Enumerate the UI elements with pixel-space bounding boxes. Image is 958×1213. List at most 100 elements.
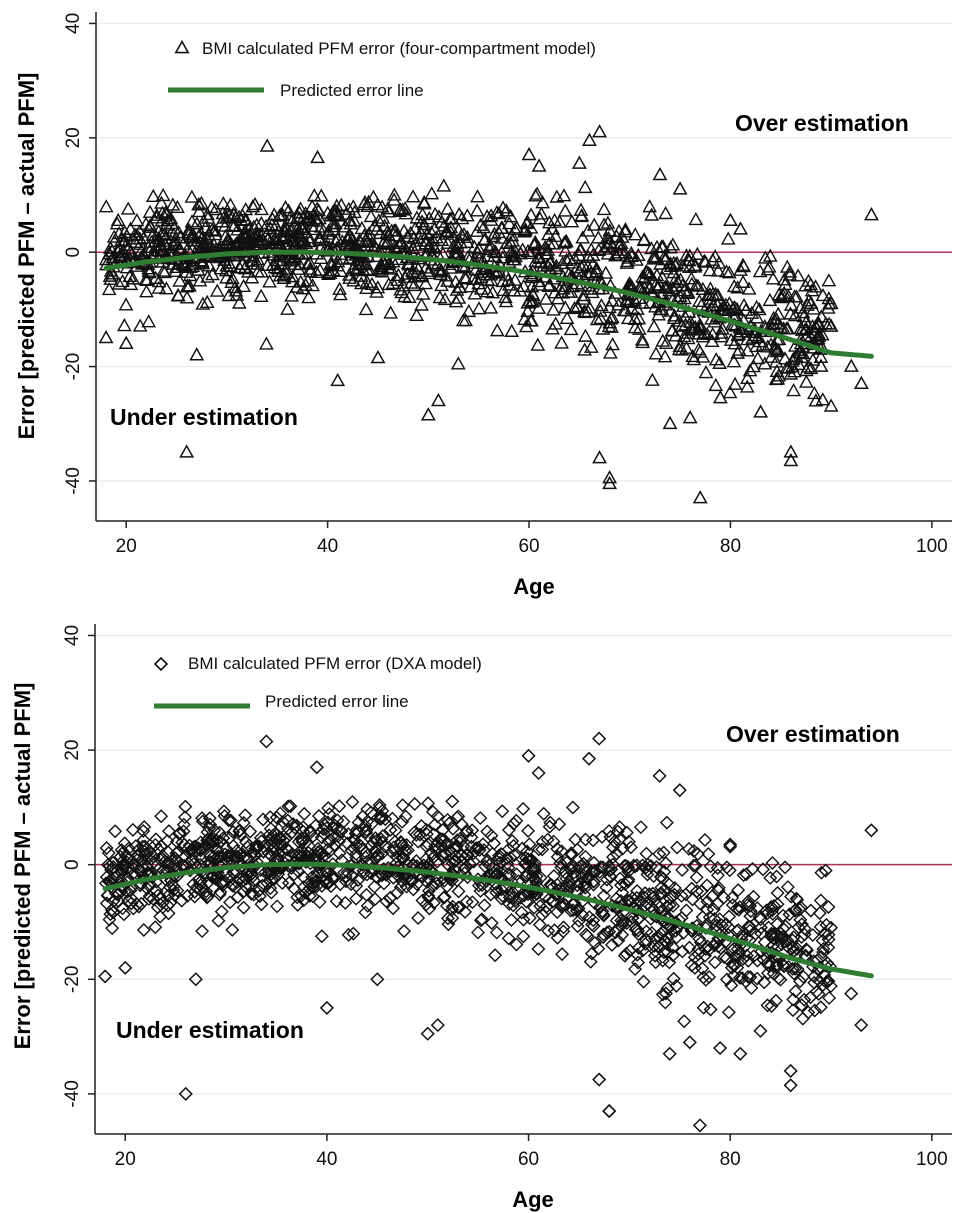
data-point <box>740 897 755 912</box>
data-point <box>445 866 460 881</box>
data-point <box>320 266 336 281</box>
data-point <box>766 928 781 943</box>
data-point <box>589 261 604 275</box>
data-point <box>236 900 251 915</box>
data-point <box>424 186 440 200</box>
data-point <box>683 314 698 328</box>
data-point <box>375 829 390 844</box>
data-point <box>660 981 675 996</box>
data-point <box>718 297 734 311</box>
data-point <box>743 909 758 924</box>
data-point <box>541 923 556 938</box>
data-point <box>784 353 800 367</box>
data-point <box>212 825 227 840</box>
data-point <box>268 836 283 851</box>
data-point <box>251 236 267 251</box>
data-point <box>434 848 449 863</box>
y-tick-label: 20 <box>63 127 84 148</box>
data-point <box>601 318 617 333</box>
data-point <box>507 243 523 257</box>
data-point <box>253 288 269 302</box>
data-point <box>727 376 743 390</box>
data-point <box>611 245 627 259</box>
data-point <box>414 268 430 282</box>
data-point <box>821 974 836 989</box>
data-point <box>599 231 614 245</box>
data-point <box>580 267 596 281</box>
data-point <box>721 265 737 279</box>
data-point <box>557 300 573 314</box>
data-point <box>853 375 869 390</box>
data-point <box>566 865 581 880</box>
data-point <box>722 212 738 227</box>
data-point <box>441 917 456 932</box>
data-point <box>807 1003 822 1018</box>
data-point <box>367 879 382 894</box>
data-point <box>731 342 747 356</box>
data-point <box>616 914 631 929</box>
data-point <box>822 990 837 1005</box>
data-point <box>298 854 313 869</box>
data-point <box>823 318 839 332</box>
data-point <box>635 334 651 349</box>
data-point <box>475 878 490 893</box>
data-point <box>697 948 712 963</box>
data-point <box>770 957 784 972</box>
data-point <box>811 987 826 1001</box>
data-point <box>556 188 572 202</box>
data-point <box>698 365 714 379</box>
data-point <box>140 846 155 861</box>
data-point <box>430 392 446 407</box>
data-point <box>844 986 859 1001</box>
data-point <box>779 259 795 273</box>
data-point <box>345 199 361 213</box>
data-point <box>700 902 715 917</box>
data-point <box>296 210 312 224</box>
data-point <box>776 930 791 945</box>
data-point <box>565 800 580 815</box>
data-point <box>154 226 170 240</box>
data-point <box>223 895 238 910</box>
data-point <box>719 264 734 278</box>
data-point <box>314 830 329 845</box>
data-point <box>695 961 710 976</box>
data-point <box>531 941 546 956</box>
data-point <box>773 972 788 987</box>
data-point <box>139 272 155 286</box>
data-point <box>682 1035 697 1050</box>
data-point <box>508 894 522 908</box>
data-point <box>123 221 138 235</box>
data-point <box>172 273 188 287</box>
data-point <box>592 450 607 464</box>
data-point <box>731 902 746 917</box>
data-point <box>815 392 831 406</box>
data-point <box>684 276 700 290</box>
data-point <box>261 231 276 245</box>
data-point <box>103 907 118 922</box>
data-point <box>141 263 157 277</box>
data-point <box>823 979 838 994</box>
data-point <box>159 884 174 898</box>
data-point <box>433 262 449 277</box>
data-point <box>591 242 607 257</box>
data-point <box>218 263 234 277</box>
data-point <box>714 325 729 339</box>
data-point <box>245 199 261 213</box>
data-point <box>223 259 238 273</box>
data-point <box>674 888 689 903</box>
data-point <box>521 146 537 161</box>
x-axis-label: Age <box>512 1187 554 1212</box>
data-point <box>509 220 525 234</box>
data-point <box>697 832 712 847</box>
data-point <box>783 1063 798 1079</box>
data-point <box>383 305 399 319</box>
data-point <box>118 335 134 350</box>
data-point <box>520 303 536 317</box>
data-point <box>407 797 422 812</box>
data-point <box>628 922 643 937</box>
data-point <box>300 273 316 287</box>
data-point <box>263 881 278 896</box>
data-point <box>579 927 594 942</box>
data-point <box>442 816 457 831</box>
data-point <box>134 870 149 885</box>
